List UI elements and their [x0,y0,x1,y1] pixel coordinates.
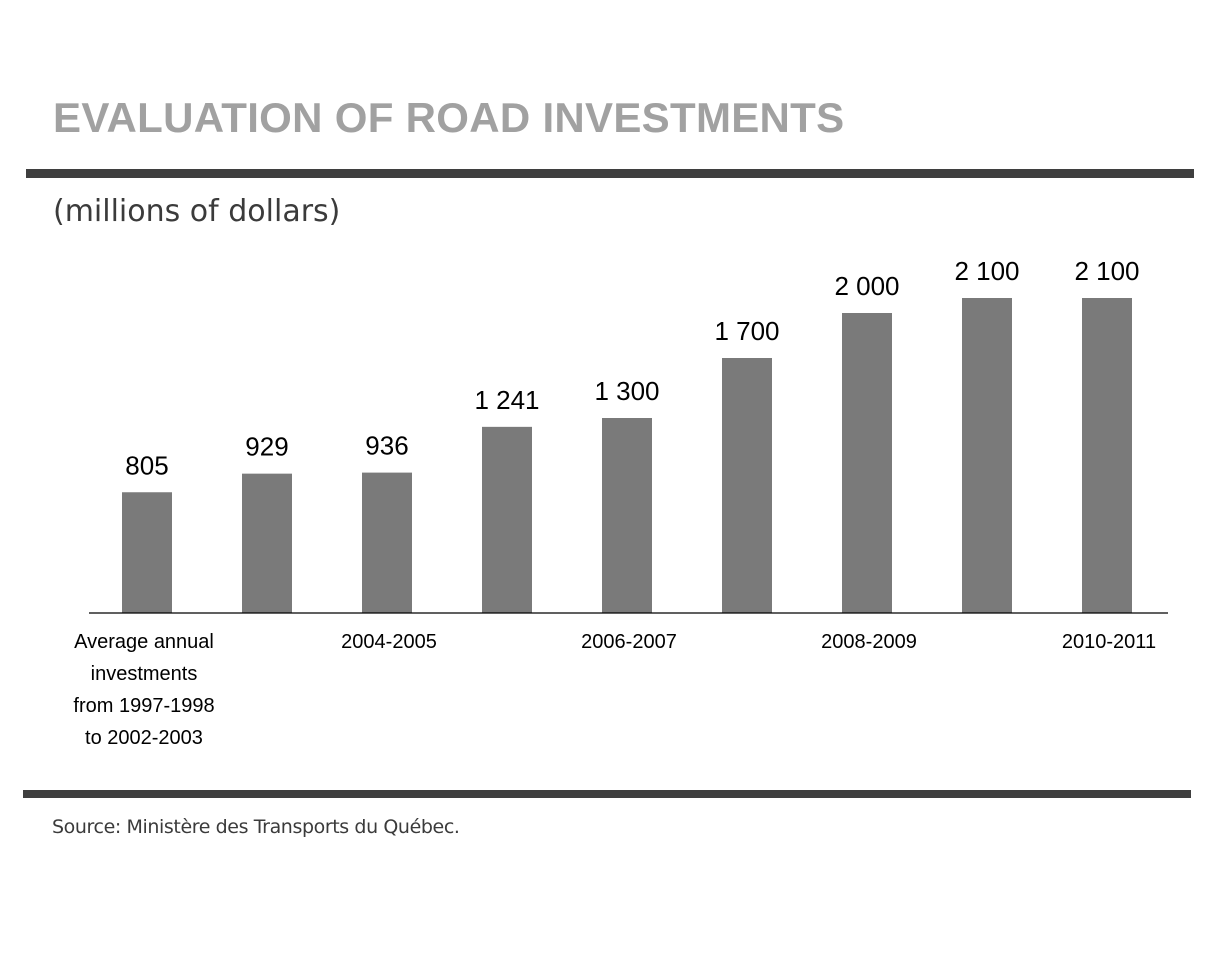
bar [842,313,892,613]
bar-value-label: 936 [365,431,408,461]
bar [602,418,652,613]
bottom-rule [23,790,1191,798]
x-tick-label: 2008-2009 [821,631,917,653]
bar-series [122,298,1132,613]
x-tick-label: to 2002-2003 [85,727,203,749]
bar [362,472,412,613]
x-tick-label: 2004-2005 [341,631,437,653]
source-note: Source: Ministère des Transports du Québ… [52,816,460,838]
bar-value-label: 2 100 [954,256,1019,286]
x-tick-label: 2010-2011 [1062,631,1156,653]
bar [122,492,172,613]
bar-value-label: 805 [125,450,168,480]
x-tick-label: investments [91,663,198,685]
bar [242,473,292,613]
bar-value-label: 1 300 [594,376,659,406]
bar [1082,298,1132,613]
bar-value-label: 1 241 [474,385,539,415]
bar-value-label: 1 700 [714,316,779,346]
x-tick-label: 2006-2007 [581,631,677,653]
top-rule [26,169,1194,178]
data-labels: 805 929 936 1 241 1 300 1 700 2 000 2 100 2 100 [125,256,1139,480]
bar-value-label: 2 100 [1074,256,1139,286]
chart-title: EVALUATION OF ROAD INVESTMENTS [53,94,845,141]
x-axis-tick-labels: Average annual investments from 1997-1998 t… [73,631,1156,749]
chart-subtitle: (millions of dollars) [53,194,341,229]
bar [722,358,772,613]
x-tick-label: Average annual [74,631,214,653]
bar [962,298,1012,613]
x-tick-label: from 1997-1998 [73,695,214,717]
bar-value-label: 2 000 [834,271,899,301]
bar [482,426,532,613]
bar-value-label: 929 [245,432,288,462]
